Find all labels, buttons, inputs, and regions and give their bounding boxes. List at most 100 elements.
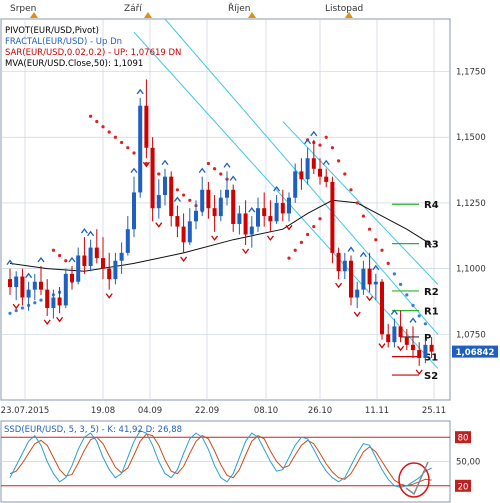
fractal-up-arrow <box>161 159 169 166</box>
month-label: Říjen <box>228 3 251 14</box>
candle-body <box>187 221 192 243</box>
fractal-down-arrow <box>142 161 150 168</box>
sar-dot <box>182 193 186 197</box>
candle-body <box>274 202 279 222</box>
current-price-tag <box>452 345 498 358</box>
candle-body <box>94 247 99 259</box>
sar-dot <box>405 293 409 297</box>
fractal-up-arrow <box>304 138 312 145</box>
oscillator-d-line <box>9 433 432 487</box>
fractal-up-arrow <box>80 228 88 234</box>
sar-dot <box>20 306 24 310</box>
date-tick-label: 19.08 <box>91 406 115 416</box>
fractal-up-arrow <box>136 88 144 95</box>
check-mark <box>405 461 429 496</box>
candle-body <box>212 208 217 217</box>
fractal-up-arrow <box>87 230 95 237</box>
pivot-label: R4 <box>424 200 439 211</box>
fractal-up-arrow <box>359 251 367 258</box>
candle-body <box>88 247 93 266</box>
candle-body <box>262 208 267 217</box>
fractal-down-arrow <box>180 256 188 262</box>
candle-body <box>63 273 68 306</box>
sar-dot <box>386 261 390 265</box>
candle-body <box>119 252 124 261</box>
candle-body <box>132 192 136 230</box>
sar-dot <box>312 224 316 229</box>
fractal-down-arrow <box>266 235 274 241</box>
sar-dot <box>107 130 111 134</box>
month-marker <box>248 12 256 18</box>
fractal-down-arrow <box>285 224 293 231</box>
month-label: Listopad <box>325 4 363 14</box>
fractal-down-arrow <box>12 303 20 310</box>
sar-dot <box>318 217 322 221</box>
candle-body <box>386 334 391 343</box>
oscillator-levels: 80 50,00 20 <box>1 431 480 492</box>
trend-channel-line <box>133 31 439 369</box>
main-plot-frame <box>0 18 451 401</box>
candle-body <box>125 229 130 253</box>
sar-dot <box>411 303 415 308</box>
pivot-label: R3 <box>424 240 439 251</box>
sar-dot <box>188 198 192 202</box>
indicator-label: PIVOT(EUR/USD,Pivot) <box>5 26 99 36</box>
candle-body <box>367 268 372 285</box>
candles <box>8 79 434 366</box>
candle-body <box>156 195 161 209</box>
candle-body <box>392 326 397 343</box>
candle-body <box>144 105 149 148</box>
pivot-label: R1 <box>424 307 439 318</box>
indicator-label: FRACTAL(EUR/USD) - Up Dn <box>5 37 122 47</box>
fractal-up-arrow <box>223 162 231 168</box>
candle-body <box>32 281 37 290</box>
candle-body <box>398 326 403 337</box>
highlight-circle <box>398 462 430 498</box>
fractal-up-arrow <box>372 264 380 271</box>
candle-body <box>299 171 304 180</box>
fractal-down-arrow <box>155 222 163 228</box>
oscillator-lines <box>9 430 432 488</box>
candle-body <box>113 260 118 280</box>
fractal-arrows <box>6 88 423 375</box>
sar-dot <box>120 140 124 145</box>
fractal-up-arrow <box>229 175 237 181</box>
fractal-down-arrow <box>378 343 386 349</box>
date-tick-label: 26.10 <box>308 406 332 416</box>
oscillator-tick-label: 20 <box>458 482 469 492</box>
fractal-down-arrow <box>43 319 51 326</box>
sar-dot <box>368 227 372 231</box>
fractal-up-arrow <box>409 317 417 323</box>
sar-dot <box>299 240 303 244</box>
fractal-down-arrow <box>353 311 361 318</box>
sar-dot <box>101 125 105 129</box>
price-tick-label: 1,0750 <box>456 330 486 340</box>
fractal-down-arrow <box>56 316 64 323</box>
sar-dot <box>58 253 62 258</box>
sar-dot <box>337 159 341 163</box>
month-marker <box>345 12 353 18</box>
sar-dot <box>343 172 347 176</box>
oscillator-k-line <box>9 430 432 488</box>
price-tick-label: 1,1250 <box>456 199 486 209</box>
date-axis: 23.07.2015 19.08 04.09 22.09 08.10 26.10 11.11… <box>1 406 447 416</box>
candle-body <box>175 216 180 227</box>
candle-body <box>318 168 322 177</box>
candle-body <box>355 289 360 298</box>
date-tick-label: 04.09 <box>138 406 162 416</box>
fractal-up-arrow <box>37 256 45 263</box>
date-tick-label: 22.09 <box>195 406 219 416</box>
fractal-up-arrow <box>173 196 181 202</box>
main-grid <box>1 19 450 400</box>
candle-body <box>206 189 211 209</box>
sar-dot <box>361 214 365 218</box>
candle-body <box>287 197 291 214</box>
candle-body <box>342 260 347 272</box>
oscillator-level-tag <box>455 431 471 444</box>
trend-channel-line <box>282 121 439 285</box>
fractal-up-arrow <box>68 256 76 263</box>
candle-body <box>26 289 31 298</box>
sar-dot <box>132 151 136 155</box>
candle-body <box>138 105 143 193</box>
